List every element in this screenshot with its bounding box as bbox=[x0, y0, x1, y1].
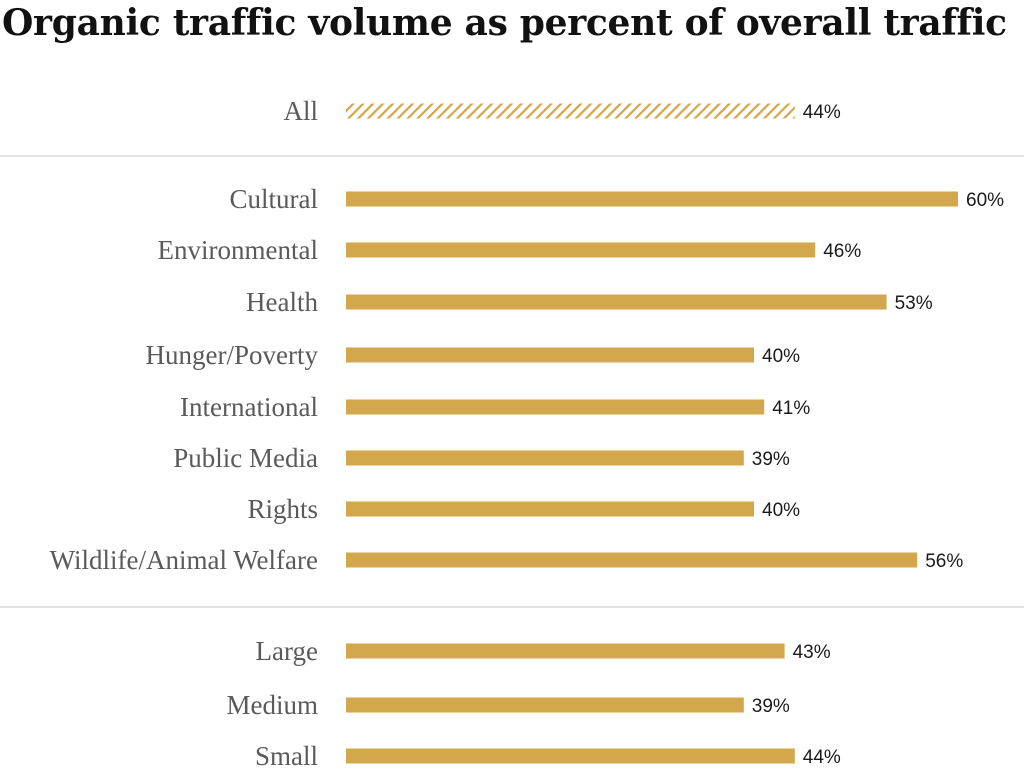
value-label: 44% bbox=[803, 102, 841, 123]
bar bbox=[346, 347, 754, 363]
category-label: All bbox=[283, 96, 318, 126]
value-label: 60% bbox=[966, 190, 1004, 211]
category-label: International bbox=[180, 392, 318, 422]
value-label: 56% bbox=[925, 551, 963, 572]
category-label: Medium bbox=[227, 690, 319, 720]
bar bbox=[346, 399, 765, 415]
bar bbox=[346, 103, 795, 119]
value-label: 41% bbox=[772, 398, 810, 419]
category-label: Large bbox=[256, 636, 318, 666]
category-label: Health bbox=[246, 287, 318, 317]
value-label: 40% bbox=[762, 346, 800, 367]
value-label: 44% bbox=[803, 747, 841, 768]
bar bbox=[346, 501, 754, 517]
category-label: Environmental bbox=[158, 235, 318, 265]
value-label: 40% bbox=[762, 500, 800, 521]
bar bbox=[346, 643, 785, 659]
category-label: Small bbox=[255, 741, 318, 771]
bar bbox=[346, 191, 958, 207]
bar bbox=[346, 552, 918, 568]
value-label: 46% bbox=[823, 241, 861, 262]
bar bbox=[346, 242, 816, 258]
category-label: Cultural bbox=[230, 184, 319, 214]
category-label: Wildlife/Animal Welfare bbox=[50, 545, 318, 575]
category-label: Public Media bbox=[173, 443, 318, 473]
value-label: 53% bbox=[895, 293, 933, 314]
value-label: 43% bbox=[793, 642, 831, 663]
bar bbox=[346, 450, 744, 466]
bar bbox=[346, 294, 887, 310]
bar bbox=[346, 697, 744, 713]
bar bbox=[346, 748, 795, 764]
value-label: 39% bbox=[752, 696, 790, 717]
chart-title: Organic traffic volume as percent of ove… bbox=[2, 2, 1007, 44]
category-label: Rights bbox=[247, 494, 318, 524]
value-label: 39% bbox=[752, 449, 790, 470]
category-label: Hunger/Poverty bbox=[146, 340, 319, 370]
